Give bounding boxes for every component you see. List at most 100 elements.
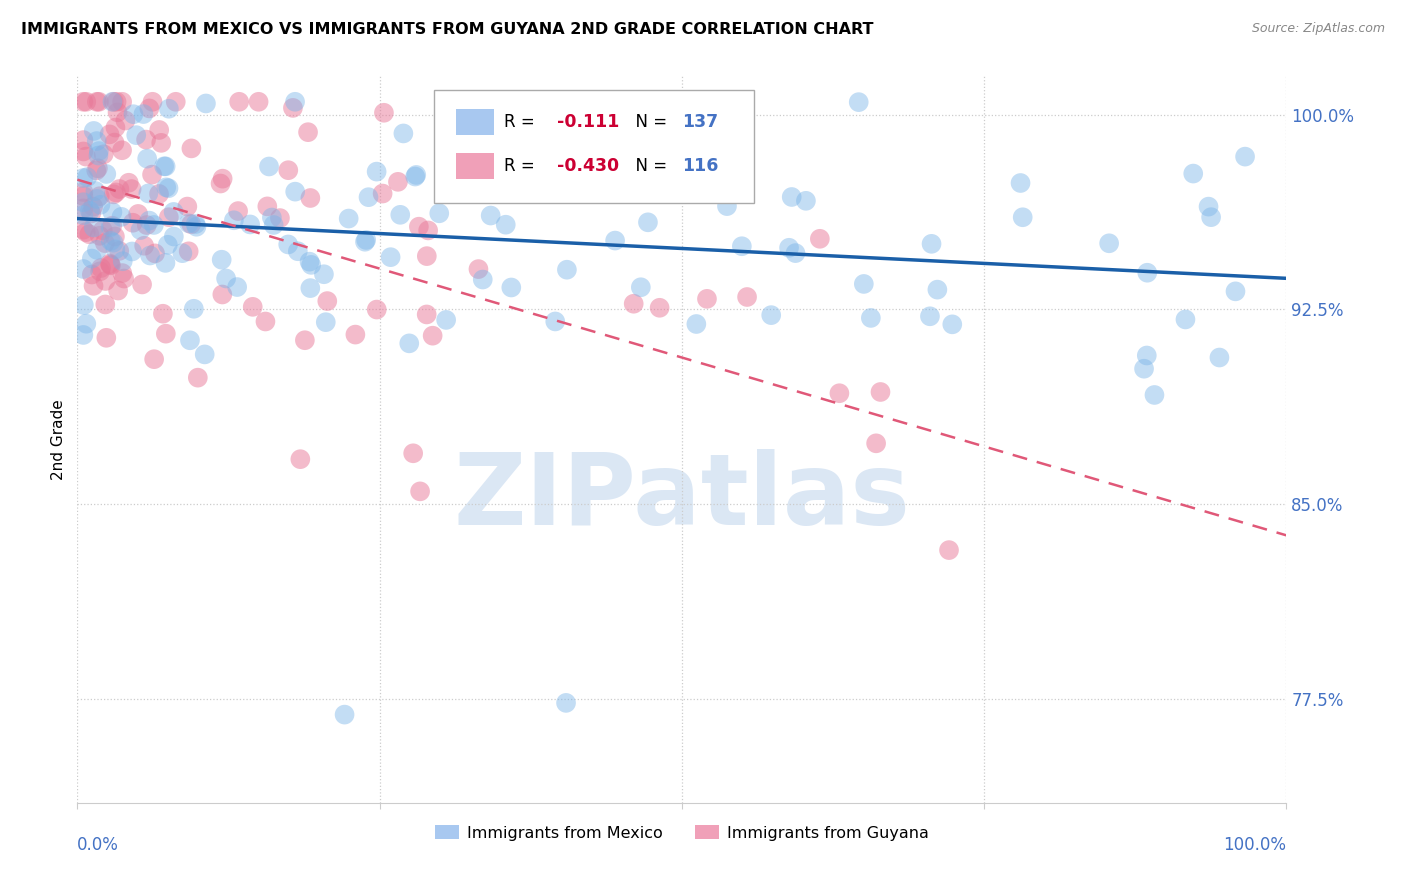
Point (111, 143, 134, 157)
Point (254, 314, 277, 328)
Point (499, 139, 522, 153)
Point (72, 133, 94, 147)
Point (83, 220, 105, 235)
Point (226, 280, 249, 294)
Point (110, 210, 132, 224)
Point (152, 307, 174, 321)
Point (72, 95, 94, 109)
Point (215, 271, 238, 285)
Point (211, 287, 233, 301)
Point (157, 211, 180, 225)
Point (96, 167, 118, 181)
Point (72, 195, 94, 210)
Point (527, 184, 550, 198)
Text: -0.111: -0.111 (557, 113, 620, 131)
Point (479, 164, 502, 178)
Point (100, 258, 122, 272)
Point (1174, 312, 1197, 326)
Point (86, 134, 108, 148)
Point (114, 113, 136, 128)
Point (927, 283, 949, 297)
Point (89, 198, 111, 212)
Point (87, 144, 110, 158)
Point (918, 310, 941, 324)
Point (72, 208, 94, 222)
Point (239, 218, 262, 232)
Point (281, 101, 304, 115)
Point (100, 258, 122, 272)
Point (298, 254, 321, 268)
Point (86, 192, 108, 206)
Point (354, 233, 377, 247)
Point (90, 260, 112, 275)
Point (859, 310, 882, 325)
Point (108, 182, 131, 196)
Point (222, 213, 245, 227)
Point (103, 95, 125, 109)
Point (247, 95, 270, 109)
Point (72, 262, 94, 277)
Point (522, 165, 544, 179)
Point (179, 333, 201, 347)
Point (572, 136, 595, 150)
Point (105, 95, 128, 109)
Point (761, 308, 783, 322)
Point (606, 148, 628, 162)
Point (603, 234, 626, 248)
Text: -0.430: -0.430 (557, 157, 620, 175)
Text: IMMIGRANTS FROM MEXICO VS IMMIGRANTS FROM GUYANA 2ND GRADE CORRELATION CHART: IMMIGRANTS FROM MEXICO VS IMMIGRANTS FRO… (21, 22, 873, 37)
Point (186, 219, 208, 234)
Y-axis label: 2nd Grade: 2nd Grade (51, 399, 66, 480)
Point (299, 258, 322, 272)
Point (408, 219, 430, 234)
Point (316, 294, 339, 309)
Point (104, 243, 127, 257)
Point (256, 199, 278, 213)
Point (1225, 285, 1247, 299)
Point (122, 107, 145, 121)
Point (299, 281, 322, 295)
Point (148, 123, 170, 137)
Point (277, 163, 299, 178)
Point (162, 205, 184, 219)
Point (138, 213, 160, 227)
Point (468, 148, 491, 162)
Point (155, 326, 177, 341)
Point (1136, 349, 1159, 363)
Point (184, 217, 207, 231)
Point (121, 216, 143, 230)
Point (389, 208, 412, 222)
Point (80, 252, 103, 266)
Point (785, 246, 807, 260)
Point (852, 277, 875, 291)
Point (101, 205, 124, 219)
Point (366, 164, 388, 178)
Point (121, 244, 143, 259)
Point (357, 190, 380, 204)
Point (637, 215, 659, 229)
Point (1234, 150, 1257, 164)
Point (98, 257, 121, 271)
Text: 0.0%: 0.0% (77, 836, 120, 854)
Point (165, 95, 187, 109)
Point (129, 223, 152, 237)
Point (467, 262, 489, 277)
Point (344, 327, 367, 342)
Point (312, 267, 335, 281)
Point (180, 141, 202, 155)
Point (499, 171, 522, 186)
Point (131, 277, 153, 292)
Point (112, 271, 135, 285)
Point (257, 160, 280, 174)
Point (72, 189, 94, 203)
Point (735, 290, 758, 304)
Point (72, 202, 94, 216)
Point (94, 274, 117, 288)
Point (1182, 167, 1205, 181)
Text: N =: N = (626, 113, 672, 131)
Point (1010, 176, 1032, 190)
Text: Source: ZipAtlas.com: Source: ZipAtlas.com (1251, 22, 1385, 36)
FancyBboxPatch shape (456, 153, 495, 179)
Point (100, 234, 122, 248)
Point (294, 333, 316, 347)
